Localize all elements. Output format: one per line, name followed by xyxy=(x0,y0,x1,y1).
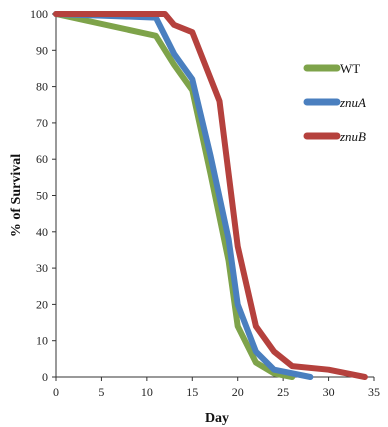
y-tick-label: 10 xyxy=(36,334,48,348)
y-tick-label: 60 xyxy=(36,152,48,166)
series-line-wt xyxy=(53,11,296,380)
x-tick-label: 10 xyxy=(141,385,153,399)
y-tick-label: 100 xyxy=(30,7,48,21)
y-tick-label: 50 xyxy=(36,189,48,203)
series-layer xyxy=(53,11,368,380)
y-tick-label: 90 xyxy=(36,43,48,57)
y-axis-title: % of Survival xyxy=(9,154,24,237)
x-tick-label: 0 xyxy=(53,385,59,399)
x-tick-label: 35 xyxy=(368,385,380,399)
y-tick-label: 40 xyxy=(36,225,48,239)
x-tick-label: 30 xyxy=(323,385,335,399)
legend: WT znuA znuB xyxy=(303,61,366,144)
y-tick-label: 20 xyxy=(36,297,48,311)
y-ticks: 0 10 20 30 40 50 60 70 80 90 100 xyxy=(30,7,56,384)
y-tick-label: 80 xyxy=(36,80,48,94)
y-tick-label: 70 xyxy=(36,116,48,130)
legend-label-wt: WT xyxy=(340,61,360,76)
x-tick-label: 15 xyxy=(186,385,198,399)
x-axis-title: Day xyxy=(205,411,229,426)
legend-label-znub: znuB xyxy=(339,129,366,144)
legend-label-znua: znuA xyxy=(339,95,366,110)
series-line-znua xyxy=(53,11,314,380)
y-tick-label: 30 xyxy=(36,261,48,275)
x-tick-label: 5 xyxy=(98,385,104,399)
x-ticks: 0 5 10 15 20 25 30 35 xyxy=(53,377,380,399)
series-line-znub xyxy=(53,11,368,380)
x-tick-label: 25 xyxy=(277,385,289,399)
y-tick-label: 0 xyxy=(42,370,48,384)
x-tick-label: 20 xyxy=(232,385,244,399)
